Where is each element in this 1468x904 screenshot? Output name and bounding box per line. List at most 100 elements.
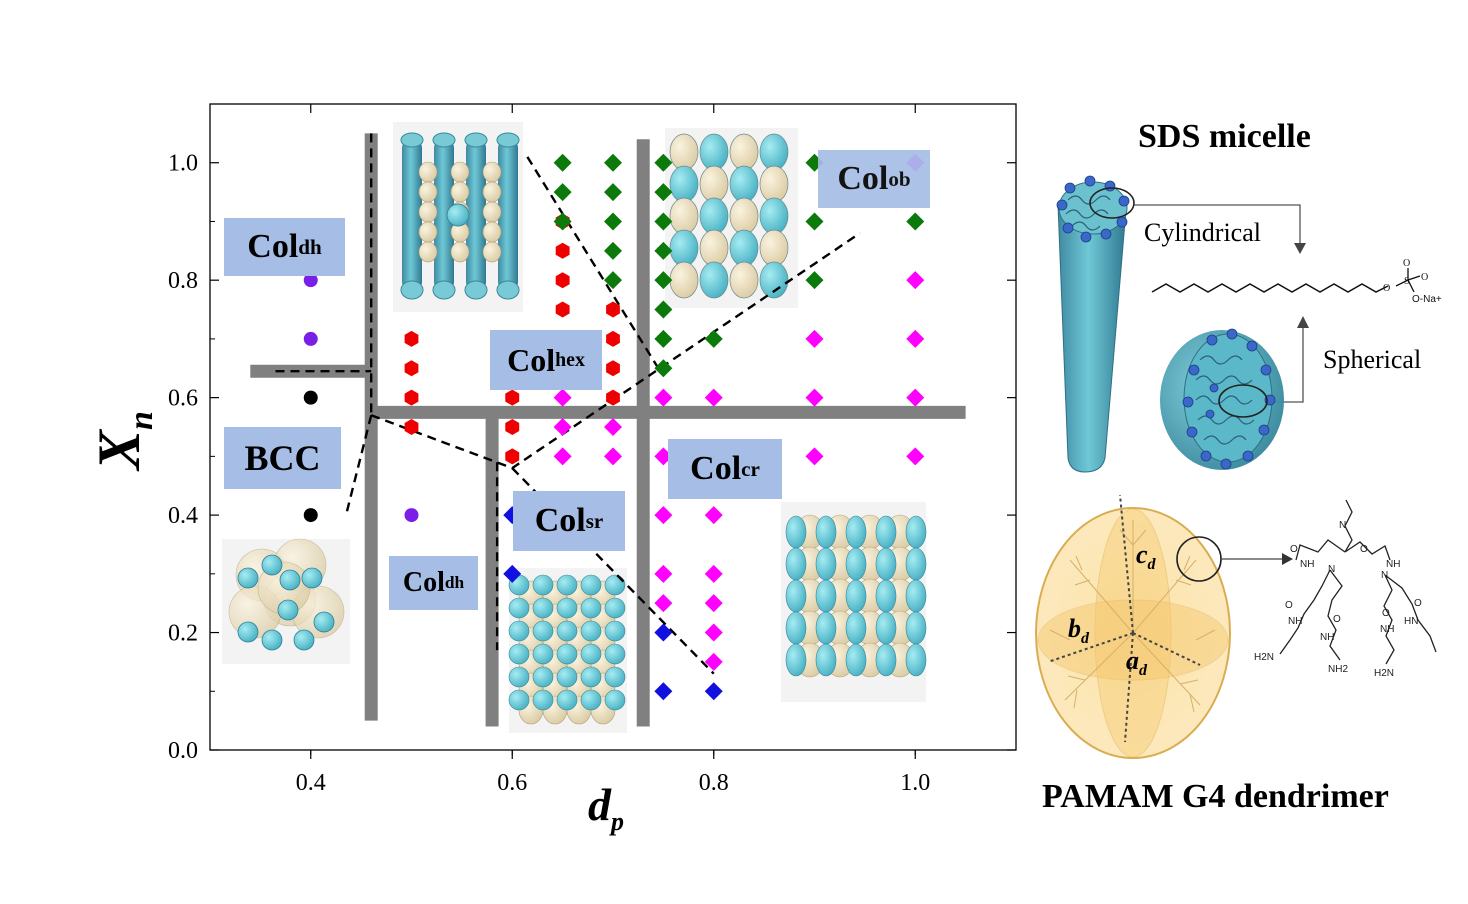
- region-label-col-cr: Col cr: [668, 439, 782, 499]
- svg-text:HN: HN: [1404, 616, 1418, 627]
- inset-bead: [785, 515, 807, 549]
- inset-bead: [669, 229, 699, 267]
- inset-bead: [556, 574, 578, 596]
- x-tick-label: 1.0: [900, 770, 930, 796]
- axis-a-letter: a: [1126, 646, 1139, 675]
- data-point-diamond: [604, 418, 622, 436]
- data-point-diamond: [805, 447, 824, 466]
- inset-bead: [556, 689, 578, 711]
- data-point-diamond: [654, 594, 673, 613]
- data-point-diamond: [654, 359, 673, 378]
- inset-bead: [905, 547, 927, 581]
- region-label-col-hex: Col hex: [490, 330, 602, 390]
- inset-bead: [580, 689, 602, 711]
- data-point-hexagon: [505, 448, 520, 465]
- data-point-diamond: [654, 623, 673, 642]
- data-point-diamond: [654, 682, 673, 701]
- inset-bead: [446, 203, 470, 227]
- axis-b-sub: d: [1081, 630, 1089, 648]
- svg-text:H2N: H2N: [1374, 668, 1394, 679]
- data-point-hexagon: [404, 330, 419, 347]
- inset-bead: [875, 547, 897, 581]
- data-point-diamond: [654, 506, 673, 525]
- inset-bead: [482, 241, 502, 263]
- inset-bead: [699, 197, 729, 235]
- inset-bead: [875, 515, 897, 549]
- region-label-col-sr: Col sr: [513, 491, 625, 551]
- axis-b-letter: b: [1068, 614, 1081, 643]
- inset-bead: [875, 643, 897, 677]
- inset-bead: [604, 597, 626, 619]
- inset-bead: [482, 221, 502, 243]
- sds-cylindrical-micelle: [1056, 175, 1135, 473]
- data-point-diamond: [654, 241, 673, 260]
- data-point-circle: [303, 331, 318, 346]
- data-point-diamond: [704, 682, 723, 701]
- inset-bead: [669, 165, 699, 203]
- y-tick-label: 0.4: [168, 503, 198, 529]
- inset-bead: [845, 547, 867, 581]
- inset-bead: [580, 597, 602, 619]
- data-point-hexagon: [555, 301, 570, 318]
- svg-text:NH: NH: [1288, 616, 1302, 627]
- region-label-sub: cr: [741, 456, 760, 481]
- inset-bead: [450, 161, 470, 183]
- region-label-text: Col: [690, 450, 742, 487]
- region-label-text: Col: [534, 502, 586, 539]
- inset-cylinder: [466, 140, 486, 290]
- axis-a-sub: d: [1139, 662, 1147, 680]
- inset-bead: [759, 165, 789, 203]
- inset-bead: [508, 643, 530, 665]
- inset-bead: [604, 643, 626, 665]
- data-point-diamond: [553, 388, 572, 407]
- inset-cylinder-cap: [464, 280, 488, 300]
- svg-text:O: O: [1383, 283, 1390, 294]
- inset-bead: [669, 133, 699, 171]
- y-tick-label: 0.2: [168, 621, 198, 647]
- data-point-diamond: [553, 212, 572, 231]
- data-point-diamond: [654, 329, 673, 348]
- inset-bead: [580, 620, 602, 642]
- inset-bead: [729, 133, 759, 171]
- region-label-col-dh-upper: Col dh: [224, 218, 345, 276]
- inset-bead: [604, 620, 626, 642]
- inset-bead: [845, 515, 867, 549]
- inset-bead: [556, 597, 578, 619]
- inset-bead: [875, 611, 897, 645]
- inset-bead: [418, 241, 438, 263]
- inset-bead: [729, 165, 759, 203]
- svg-text:O: O: [1360, 544, 1368, 555]
- inset-bead: [532, 689, 554, 711]
- inset-bead: [508, 620, 530, 642]
- inset-bead: [556, 643, 578, 665]
- data-point-diamond: [604, 153, 622, 172]
- inset-bead: [815, 547, 837, 581]
- region-label-sub: ob: [888, 166, 911, 191]
- inset-small-sphere: [237, 567, 259, 589]
- inset-bead: [815, 515, 837, 549]
- data-point-diamond: [654, 564, 673, 583]
- inset-bead: [482, 181, 502, 203]
- data-point-hexagon: [404, 389, 419, 406]
- data-point-diamond: [704, 594, 723, 613]
- inset-bead: [699, 229, 729, 267]
- inset-bead: [418, 221, 438, 243]
- inset-bead: [845, 579, 867, 613]
- inset-bead: [580, 574, 602, 596]
- data-point-hexagon: [606, 301, 620, 318]
- inset-bead: [785, 547, 807, 581]
- inset-bead: [785, 643, 807, 677]
- inset-bead: [556, 666, 578, 688]
- inset-bead: [699, 165, 729, 203]
- axis-c-label: cd: [1136, 540, 1156, 574]
- data-point-diamond: [906, 447, 925, 466]
- data-point-diamond: [604, 271, 622, 290]
- y-tick-label: 0.6: [168, 386, 198, 412]
- inset-bead: [450, 181, 470, 203]
- data-point-diamond: [553, 183, 572, 202]
- inset-cylinder-cap: [496, 280, 520, 300]
- sulfonate-label: O-Na+: [1412, 294, 1442, 305]
- svg-text:O: O: [1290, 544, 1298, 555]
- y-tick-label: 1.0: [168, 151, 198, 177]
- inset-bead: [418, 201, 438, 223]
